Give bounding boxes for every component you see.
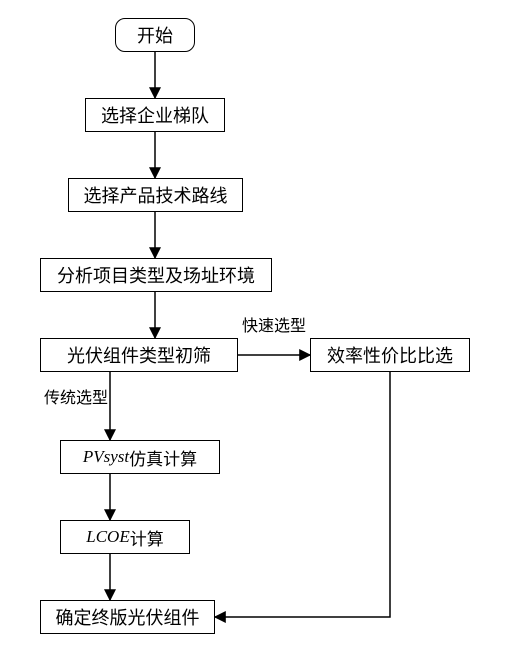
edge-eff-final bbox=[215, 372, 390, 617]
node-final: 确定终版光伏组件 bbox=[40, 600, 215, 634]
node-lcoe-rest: 计算 bbox=[130, 525, 164, 550]
node-pvsyst-rest: 仿真计算 bbox=[129, 445, 197, 470]
node-start: 开始 bbox=[115, 18, 195, 52]
node-eff: 效率性价比比选 bbox=[310, 338, 470, 372]
node-lcoe: LCOE 计算 bbox=[60, 520, 190, 554]
flowchart-canvas: 开始选择企业梯队选择产品技术路线分析项目类型及场址环境光伏组件类型初筛 效率性价比… bbox=[0, 0, 520, 657]
edge-label-screen-pvsyst: 传统选型 bbox=[44, 384, 108, 408]
node-pvsyst: PVsyst 仿真计算 bbox=[60, 440, 220, 474]
edge-label-screen-eff: 快速选型 bbox=[242, 312, 306, 336]
node-site: 分析项目类型及场址环境 bbox=[40, 258, 272, 292]
node-pvsyst-italic: PVsyst bbox=[83, 447, 129, 467]
node-tier: 选择企业梯队 bbox=[85, 98, 225, 132]
node-route: 选择产品技术路线 bbox=[68, 178, 243, 212]
node-lcoe-italic: LCOE bbox=[86, 527, 129, 547]
node-screen: 光伏组件类型初筛 bbox=[40, 338, 238, 372]
